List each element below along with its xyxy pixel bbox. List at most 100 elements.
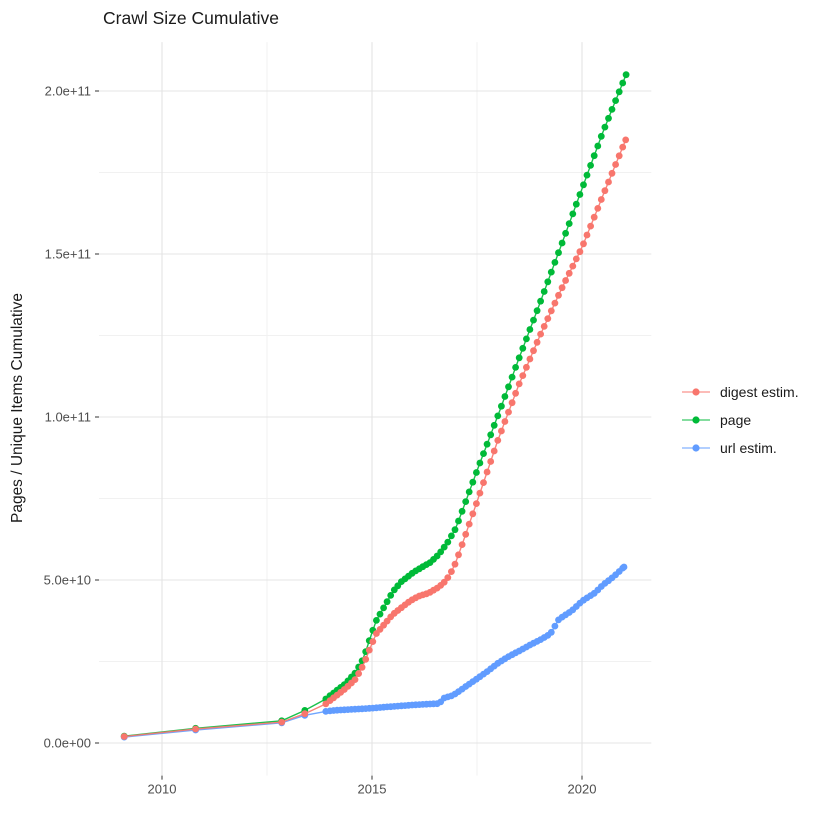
data-point-page	[501, 393, 509, 400]
legend: digest estim. page url estim.	[681, 378, 799, 462]
data-point-page	[583, 171, 591, 179]
series-line-urlestim	[124, 566, 625, 738]
data-point-digestestim	[483, 468, 491, 476]
data-point-digestestim	[362, 655, 370, 663]
legend-key-dot	[692, 416, 700, 424]
y-tick-label: 2.0e+11	[45, 84, 91, 99]
data-point-digestestim	[480, 479, 487, 486]
data-point-digestestim	[369, 638, 377, 645]
data-point-page	[490, 421, 498, 429]
data-point-digestestim	[494, 437, 502, 444]
data-point-digestestim	[458, 541, 466, 548]
data-point-digestestim	[351, 676, 359, 683]
data-point-page	[580, 181, 587, 189]
data-point-page	[597, 132, 605, 140]
data-point-digestestim	[515, 380, 523, 388]
data-point-digestestim	[562, 277, 569, 284]
data-point-digestestim	[473, 500, 480, 507]
data-point-page	[444, 538, 452, 546]
y-tick-label: 1.5e+11	[45, 247, 91, 262]
data-point-page	[437, 548, 445, 556]
data-point-digestestim	[444, 574, 452, 581]
data-point-page	[562, 229, 569, 237]
data-point-page	[376, 610, 384, 618]
data-point-page	[594, 142, 602, 150]
data-point-digestestim	[580, 240, 587, 248]
data-point-digestestim	[512, 389, 519, 397]
data-point-page	[576, 191, 584, 198]
data-point-page	[615, 88, 623, 96]
data-point-digestestim	[490, 447, 498, 455]
data-point-page	[480, 450, 487, 457]
data-point-page	[469, 478, 477, 486]
data-point-digestestim	[440, 578, 448, 586]
legend-label-digest: digest estim.	[720, 384, 799, 400]
data-point-page	[523, 335, 530, 343]
data-point-digestestim	[537, 330, 544, 338]
data-point-digestestim	[301, 710, 309, 718]
y-axis-title: Pages / Unique Items Cumulative	[9, 293, 26, 523]
data-point-digestestim	[120, 733, 128, 740]
data-point-page	[494, 412, 502, 420]
x-tick-label: 2015	[358, 782, 387, 797]
data-point-digestestim	[192, 725, 200, 733]
data-point-digestestim	[358, 663, 366, 671]
data-point-digestestim	[508, 399, 516, 407]
legend-row-digest: digest estim.	[681, 378, 799, 406]
data-point-page	[544, 278, 552, 286]
data-point-digestestim	[594, 205, 602, 212]
chart-title: Crawl Size Cumulative	[103, 8, 279, 28]
data-point-page	[540, 288, 548, 295]
data-point-page	[383, 598, 391, 606]
data-point-page	[565, 220, 573, 228]
data-point-urlestim	[620, 563, 628, 571]
x-tick-label: 2010	[148, 782, 177, 797]
data-point-page	[440, 543, 448, 551]
data-point-digestestim	[505, 408, 512, 416]
data-point-digestestim	[519, 372, 527, 379]
data-point-digestestim	[523, 363, 530, 371]
data-point-page	[451, 526, 459, 534]
data-point-digestestim	[365, 646, 373, 654]
data-point-digestestim	[476, 489, 484, 497]
data-point-digestestim	[619, 143, 627, 151]
data-point-page	[462, 498, 470, 505]
data-point-page	[547, 268, 555, 276]
data-point-page	[487, 431, 495, 439]
data-point-page	[387, 592, 395, 599]
data-point-digestestim	[622, 136, 630, 144]
data-point-page	[508, 373, 516, 381]
y-tick-label: 5.0e+10	[44, 573, 91, 588]
data-point-page	[515, 354, 523, 362]
series-layer	[120, 71, 630, 741]
x-tick-label: 2020	[568, 782, 597, 797]
data-point-page	[590, 152, 598, 160]
data-point-digestestim	[605, 178, 612, 186]
data-point-page	[587, 162, 594, 169]
data-point-page	[505, 383, 512, 391]
data-point-page	[455, 517, 462, 525]
data-point-page	[526, 326, 534, 333]
data-point-digestestim	[540, 323, 548, 330]
data-point-digestestim	[565, 269, 573, 277]
data-point-digestestim	[547, 307, 555, 315]
data-point-digestestim	[451, 560, 459, 568]
data-point-page	[458, 507, 466, 515]
data-point-digestestim	[597, 196, 605, 203]
data-point-page	[551, 259, 559, 266]
data-point-page	[448, 532, 455, 540]
data-point-page	[572, 200, 580, 208]
data-point-page	[605, 114, 612, 122]
data-point-digestestim	[526, 355, 534, 363]
y-tick-label: 1.0e+11	[45, 410, 91, 425]
legend-key-url-icon	[682, 444, 710, 452]
data-point-digestestim	[583, 231, 591, 239]
data-point-digestestim	[455, 551, 462, 559]
data-point-digestestim	[448, 568, 455, 575]
data-point-page	[533, 307, 541, 315]
data-point-digestestim	[501, 418, 509, 425]
data-point-page	[465, 488, 473, 496]
data-point-urlestim	[547, 628, 555, 636]
